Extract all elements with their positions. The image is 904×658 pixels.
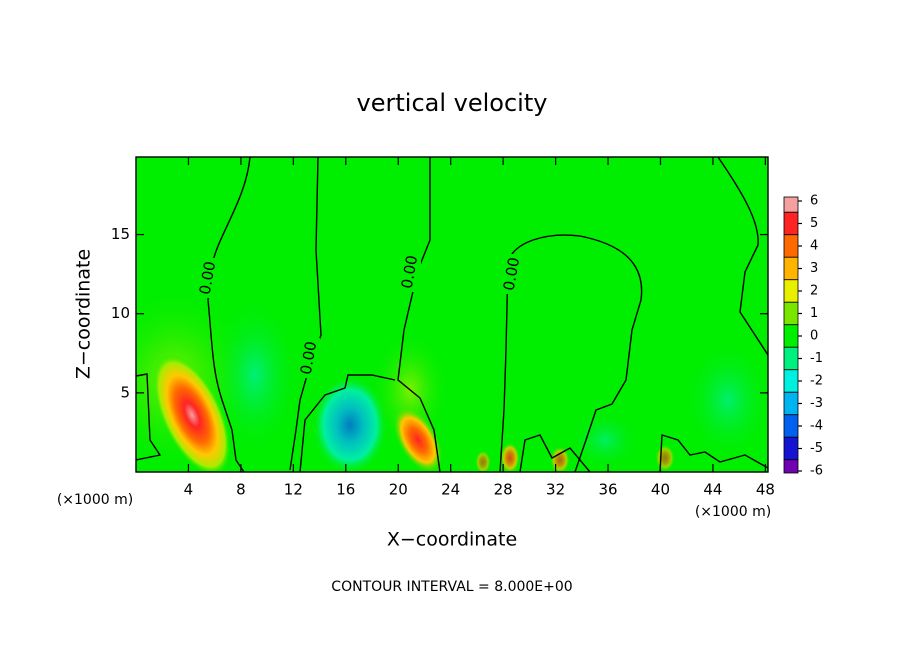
x-unit-label: (×1000 m) [695, 504, 771, 520]
x-tick-label: 16 [336, 481, 355, 499]
colorbar-label: -2 [810, 374, 823, 389]
field-shade [500, 442, 520, 472]
contour-line [519, 434, 591, 472]
colorbar-label: 2 [810, 284, 818, 299]
field-shade [683, 340, 768, 460]
field-shade [475, 450, 491, 472]
contour-label: 0.00 [297, 340, 321, 376]
colorbar-label: -1 [810, 351, 823, 366]
field-shade [210, 295, 300, 455]
colorbar-swatch [783, 279, 799, 303]
chart-title: vertical velocity [357, 89, 548, 117]
y-tick-label: 5 [120, 383, 130, 401]
colorbar-label: 3 [810, 261, 818, 276]
colorbar-label: 6 [810, 194, 818, 209]
contour-labels: 0.00 0.00 0.00 0.00 [196, 252, 524, 378]
x-tick-label: 40 [651, 481, 670, 499]
x-tick-label: 36 [598, 481, 617, 499]
colorbar-swatch [783, 459, 799, 474]
footer: CONTOUR INTERVAL = 8.000E+00 [331, 579, 572, 595]
colorbar-swatch [783, 391, 799, 416]
colorbar-swatch [783, 436, 799, 461]
contour-line [397, 157, 441, 472]
contour-line [499, 234, 643, 472]
contour-label-bg [501, 254, 523, 294]
plot-frame [135, 156, 769, 473]
y-unit-label: (×1000 m) [57, 492, 133, 508]
colorbar-swatch [783, 234, 799, 258]
colorbar-swatch [783, 324, 799, 348]
colorbar-label: 5 [810, 216, 818, 231]
x-tick-label: 28 [494, 481, 513, 499]
contour-label-bg [298, 338, 320, 378]
colorbar-swatch [783, 211, 799, 236]
x-tick-label: 44 [703, 481, 722, 499]
contour-label-bg [399, 252, 421, 292]
contour-label: 0.00 [500, 256, 524, 292]
field-shade [312, 375, 388, 472]
x-tick-label: 24 [441, 481, 460, 499]
contour-label-bg [197, 258, 219, 298]
colorbar-swatch [783, 414, 799, 438]
contour-line [299, 374, 396, 472]
field-shade [392, 405, 444, 472]
field-shade [570, 410, 640, 470]
colorbar-swatch [783, 301, 799, 326]
colorbar-label: 1 [810, 306, 818, 321]
colorbar-swatch [783, 196, 799, 213]
colorbar-swatch [783, 256, 799, 281]
x-axis-label: X−coordinate [387, 529, 517, 551]
colorbar-label: -6 [810, 464, 823, 479]
colorbar-label: -3 [810, 396, 823, 411]
contour-line [659, 434, 768, 472]
field-shade [153, 353, 231, 472]
contour-label: 0.00 [398, 254, 422, 290]
field [136, 157, 768, 472]
contour-line [136, 373, 162, 461]
colorbar-label: -4 [810, 419, 823, 434]
x-tick-label: 8 [236, 481, 246, 499]
x-tick-label: 12 [284, 481, 303, 499]
x-tick-label: 20 [389, 481, 408, 499]
contour-label: 0.00 [196, 260, 220, 296]
colorbar: 6 5 4 3 2 1 0 -1 -2 -3 -4 -5 -6 [783, 194, 823, 479]
y-tick-label: 15 [111, 225, 130, 243]
colorbar-label: 0 [810, 329, 818, 344]
x-tick-label: 32 [546, 481, 565, 499]
colorbar-label: 4 [810, 239, 818, 254]
contour-line [717, 157, 768, 356]
colorbar-swatch [783, 346, 799, 371]
x-tick-label: 4 [184, 481, 194, 499]
colorbar-label: -5 [810, 441, 823, 456]
y-axis-label: Z−coordinate [73, 249, 95, 379]
x-tick-label: 48 [756, 481, 775, 499]
y-tick-label: 10 [111, 304, 130, 322]
field-shade [655, 444, 675, 472]
colorbar-swatch [783, 369, 799, 393]
contour-line [207, 157, 251, 472]
